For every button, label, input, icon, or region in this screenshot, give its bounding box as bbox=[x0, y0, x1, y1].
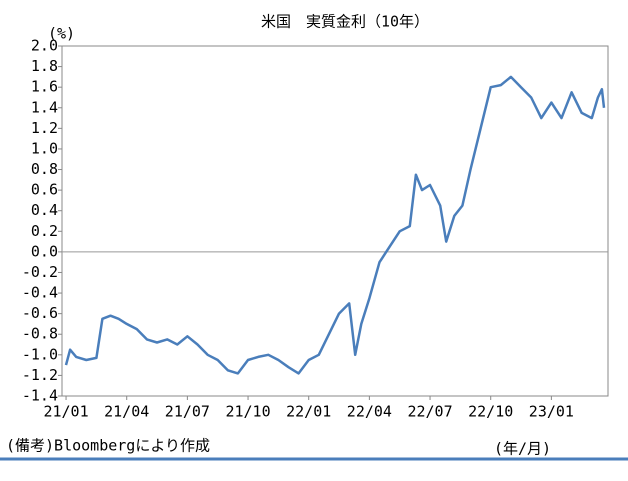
chart-title: 米国 実質金利（10年） bbox=[261, 13, 429, 31]
y-tick-label: 1.8 bbox=[31, 57, 58, 75]
plot-frame bbox=[61, 45, 609, 397]
y-tick-label: 1.2 bbox=[31, 119, 58, 137]
y-tick-label: 1.6 bbox=[31, 78, 58, 96]
y-tick-label: -0.8 bbox=[22, 325, 58, 343]
x-tick-label: 21/04 bbox=[104, 403, 149, 421]
x-tick-label: 23/01 bbox=[529, 403, 574, 421]
y-unit: (%) bbox=[48, 25, 75, 43]
y-tick-label: -0.6 bbox=[22, 304, 58, 322]
y-tick-label: -0.2 bbox=[22, 263, 58, 281]
y-tick-label: 0.6 bbox=[31, 181, 58, 199]
y-tick-label: 1.4 bbox=[31, 98, 58, 116]
x-tick-label: 21/07 bbox=[165, 403, 210, 421]
y-tick-label: -0.4 bbox=[22, 284, 58, 302]
x-tick-label: 22/07 bbox=[407, 403, 452, 421]
y-tick-label: 0.2 bbox=[31, 222, 58, 240]
y-tick-label: -1.0 bbox=[22, 345, 58, 363]
x-tick-label: 22/10 bbox=[468, 403, 513, 421]
x-unit: (年/月) bbox=[494, 440, 551, 458]
x-tick-label: 21/10 bbox=[225, 403, 270, 421]
y-tick-label: 0.4 bbox=[31, 201, 58, 219]
x-tick-label: 22/01 bbox=[286, 403, 331, 421]
y-tick-label: 1.0 bbox=[31, 139, 58, 157]
data-line bbox=[64, 75, 606, 375]
x-tick-label: 22/04 bbox=[347, 403, 392, 421]
y-tick-label: 0.0 bbox=[31, 242, 58, 260]
note: (備考)Bloombergにより作成 bbox=[6, 437, 210, 455]
y-tick-label: -1.4 bbox=[22, 387, 58, 405]
y-tick-label: 2.0 bbox=[31, 37, 58, 55]
x-tick-label: 21/01 bbox=[43, 403, 88, 421]
y-tick-label: 0.8 bbox=[31, 160, 58, 178]
y-tick-label: -1.2 bbox=[22, 366, 58, 384]
